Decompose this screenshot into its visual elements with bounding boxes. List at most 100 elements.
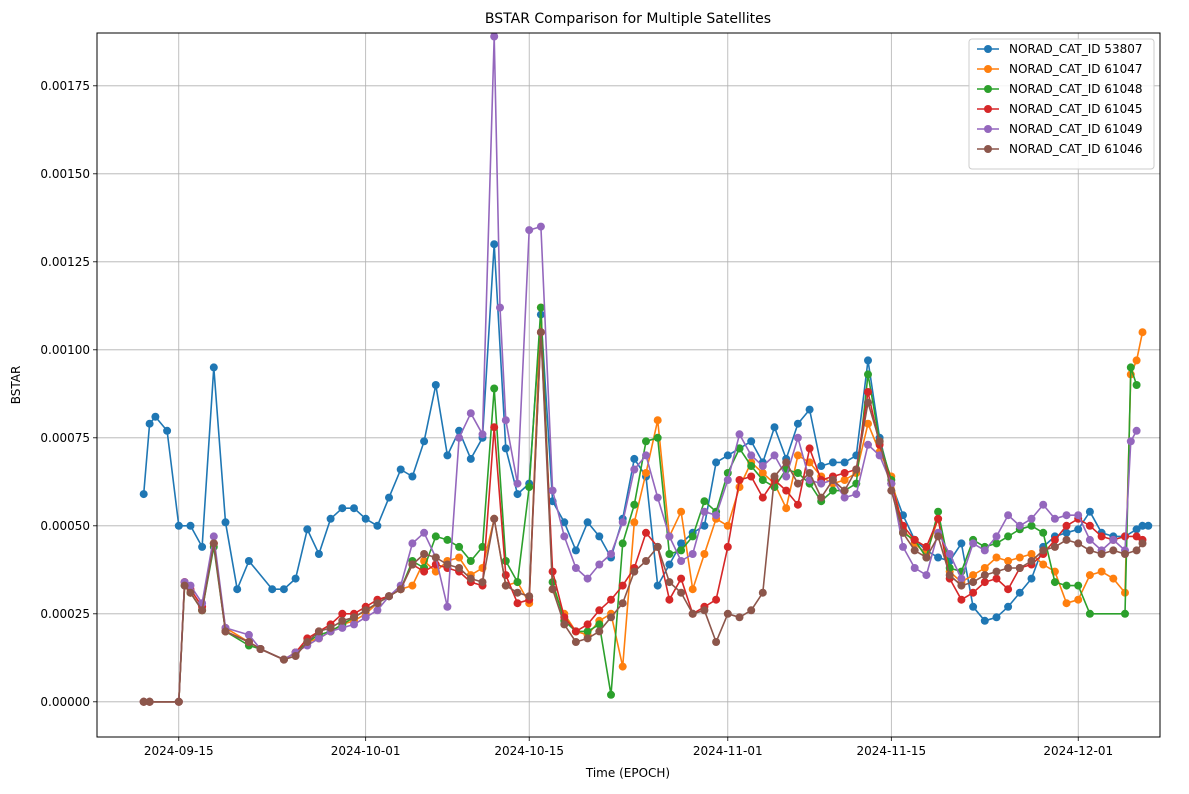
data-point xyxy=(1138,328,1147,337)
data-point xyxy=(665,532,674,541)
data-point xyxy=(642,557,650,565)
data-point xyxy=(221,518,230,527)
data-point xyxy=(595,532,604,541)
data-point xyxy=(1050,514,1059,523)
data-point xyxy=(338,609,347,618)
data-point xyxy=(817,479,826,488)
data-point xyxy=(665,560,674,569)
data-point xyxy=(1027,514,1036,523)
data-point xyxy=(852,490,861,499)
y-axis-label: BSTAR xyxy=(9,366,23,405)
data-point xyxy=(1062,521,1071,530)
data-point xyxy=(496,303,504,312)
data-point xyxy=(279,585,288,594)
data-point xyxy=(513,588,522,597)
data-point xyxy=(408,539,417,548)
data-point xyxy=(677,557,686,565)
data-point xyxy=(700,507,709,516)
x-tick-label: 2024-11-15 xyxy=(856,744,926,758)
data-point xyxy=(1027,557,1036,565)
data-point xyxy=(174,697,183,706)
series-6 xyxy=(139,328,1147,706)
data-point xyxy=(793,419,802,428)
data-point xyxy=(536,222,545,231)
data-point xyxy=(595,627,604,636)
data-point xyxy=(712,458,721,467)
data-point xyxy=(653,542,662,551)
data-point xyxy=(466,454,475,463)
data-point xyxy=(350,504,358,513)
legend-swatch-marker xyxy=(984,105,992,113)
data-point xyxy=(782,458,791,467)
data-point xyxy=(1027,550,1036,558)
legend-label: NORAD_CAT_ID 61047 xyxy=(1009,62,1142,76)
data-point xyxy=(443,451,452,460)
data-point xyxy=(373,606,382,615)
data-point xyxy=(513,490,522,499)
data-point xyxy=(314,550,323,558)
data-point xyxy=(1027,574,1036,583)
legend-swatch-marker xyxy=(984,125,992,133)
data-point xyxy=(244,638,253,646)
plot-frame xyxy=(96,32,1161,738)
data-point xyxy=(1015,521,1024,530)
legend-item: NORAD_CAT_ID 53807 xyxy=(977,42,1142,56)
data-point xyxy=(525,592,534,601)
data-point xyxy=(1074,595,1083,604)
data-point xyxy=(1085,571,1094,580)
data-point xyxy=(536,303,545,312)
data-point xyxy=(934,532,943,541)
data-point xyxy=(1097,532,1106,541)
data-point xyxy=(618,518,627,527)
data-point xyxy=(338,504,347,513)
data-point xyxy=(1085,609,1094,618)
data-point xyxy=(186,588,195,597)
data-point xyxy=(1050,578,1059,587)
data-point xyxy=(677,507,686,516)
data-point xyxy=(1132,381,1141,389)
data-point xyxy=(338,616,347,625)
data-point xyxy=(1004,564,1013,572)
data-point xyxy=(607,613,615,622)
data-point xyxy=(431,553,440,562)
data-point xyxy=(735,430,744,439)
data-point xyxy=(1121,550,1129,558)
data-point xyxy=(350,620,358,629)
data-point xyxy=(1062,599,1071,608)
data-point xyxy=(1004,602,1013,611)
data-point xyxy=(186,581,195,590)
data-point xyxy=(525,483,534,492)
data-point xyxy=(209,363,218,372)
data-point xyxy=(221,627,230,636)
data-point xyxy=(525,226,534,235)
data-point xyxy=(1132,546,1141,555)
data-point xyxy=(466,409,475,418)
data-point xyxy=(420,437,429,446)
data-point xyxy=(934,507,943,516)
legend: NORAD_CAT_ID 53807 NORAD_CAT_ID 61047 NORA… xyxy=(968,38,1155,170)
data-point xyxy=(198,606,207,615)
data-point xyxy=(665,578,674,587)
y-tick-label: 0.00125 xyxy=(40,255,90,269)
data-point xyxy=(747,472,756,481)
data-point xyxy=(408,560,417,569)
data-point xyxy=(817,462,826,470)
data-point xyxy=(478,578,487,587)
x-tick-label: 2024-12-01 xyxy=(1043,744,1113,758)
data-point xyxy=(782,472,791,481)
data-point xyxy=(793,451,802,460)
data-point xyxy=(1050,542,1059,551)
data-point xyxy=(1015,564,1024,572)
data-point xyxy=(595,620,604,629)
data-point xyxy=(980,571,989,580)
data-point xyxy=(1126,437,1135,446)
y-tick-label: 0.00050 xyxy=(40,519,90,533)
legend-swatch-marker xyxy=(984,85,992,93)
series-line xyxy=(142,243,1149,622)
data-point xyxy=(957,595,966,604)
data-point xyxy=(630,567,639,576)
data-point xyxy=(256,645,265,653)
data-point xyxy=(186,521,195,530)
data-point xyxy=(700,550,709,558)
